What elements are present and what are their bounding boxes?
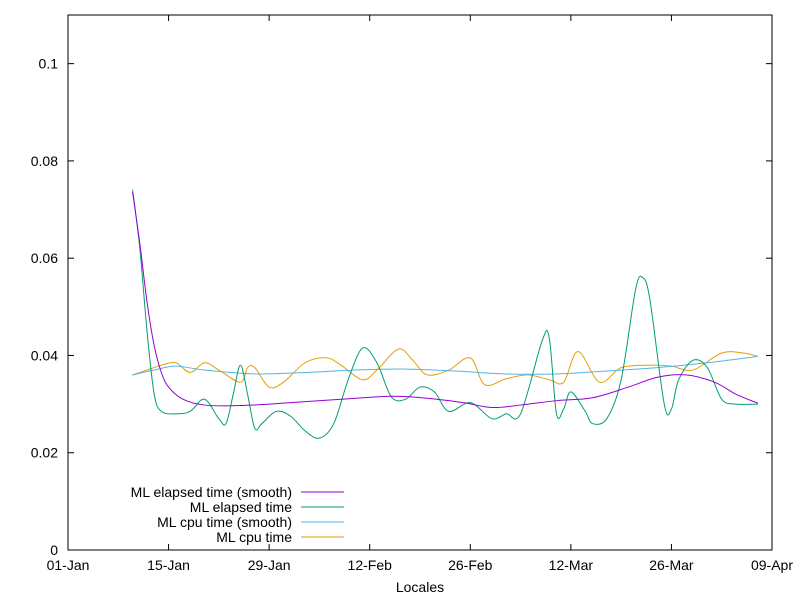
x-tick-label: 01-Jan [47, 557, 90, 573]
y-tick-label: 0.1 [39, 56, 59, 72]
series-line-ml-cpu-time [132, 348, 759, 389]
x-tick-label: 26-Mar [649, 557, 694, 573]
legend-label: ML cpu time (smooth) [157, 514, 292, 530]
x-tick-label: 15-Jan [147, 557, 190, 573]
x-tick-label: 12-Feb [348, 557, 393, 573]
series-line-ml-cpu-time-smooth [132, 355, 759, 376]
legend: ML elapsed time (smooth)ML elapsed timeM… [131, 484, 344, 545]
plot-frame [67, 14, 773, 551]
series-layer [132, 189, 759, 439]
series-line-ml-elapsed-time-smooth [132, 192, 759, 409]
x-axis-label: Locales [396, 579, 444, 595]
y-tick-label: 0.06 [31, 250, 58, 266]
y-tick-label: 0.04 [31, 347, 58, 363]
legend-label: ML cpu time [216, 529, 292, 545]
legend-label: ML elapsed time [190, 499, 292, 515]
y-tick-label: 0.02 [31, 445, 58, 461]
y-tick-label: 0 [50, 542, 58, 558]
x-tick-label: 29-Jan [248, 557, 291, 573]
x-tick-label: 12-Mar [549, 557, 594, 573]
x-tick-label: 09-Apr [751, 557, 793, 573]
x-tick-label: 26-Feb [448, 557, 493, 573]
y-tick-label: 0.08 [31, 153, 58, 169]
series-line-ml-elapsed-time [132, 189, 759, 439]
ticks-layer: 0 0.02 0.04 0.06 0.08 0.1 01-Jan 15-Jan 29-Jan 12… [31, 15, 793, 573]
legend-label: ML elapsed time (smooth) [131, 484, 292, 500]
